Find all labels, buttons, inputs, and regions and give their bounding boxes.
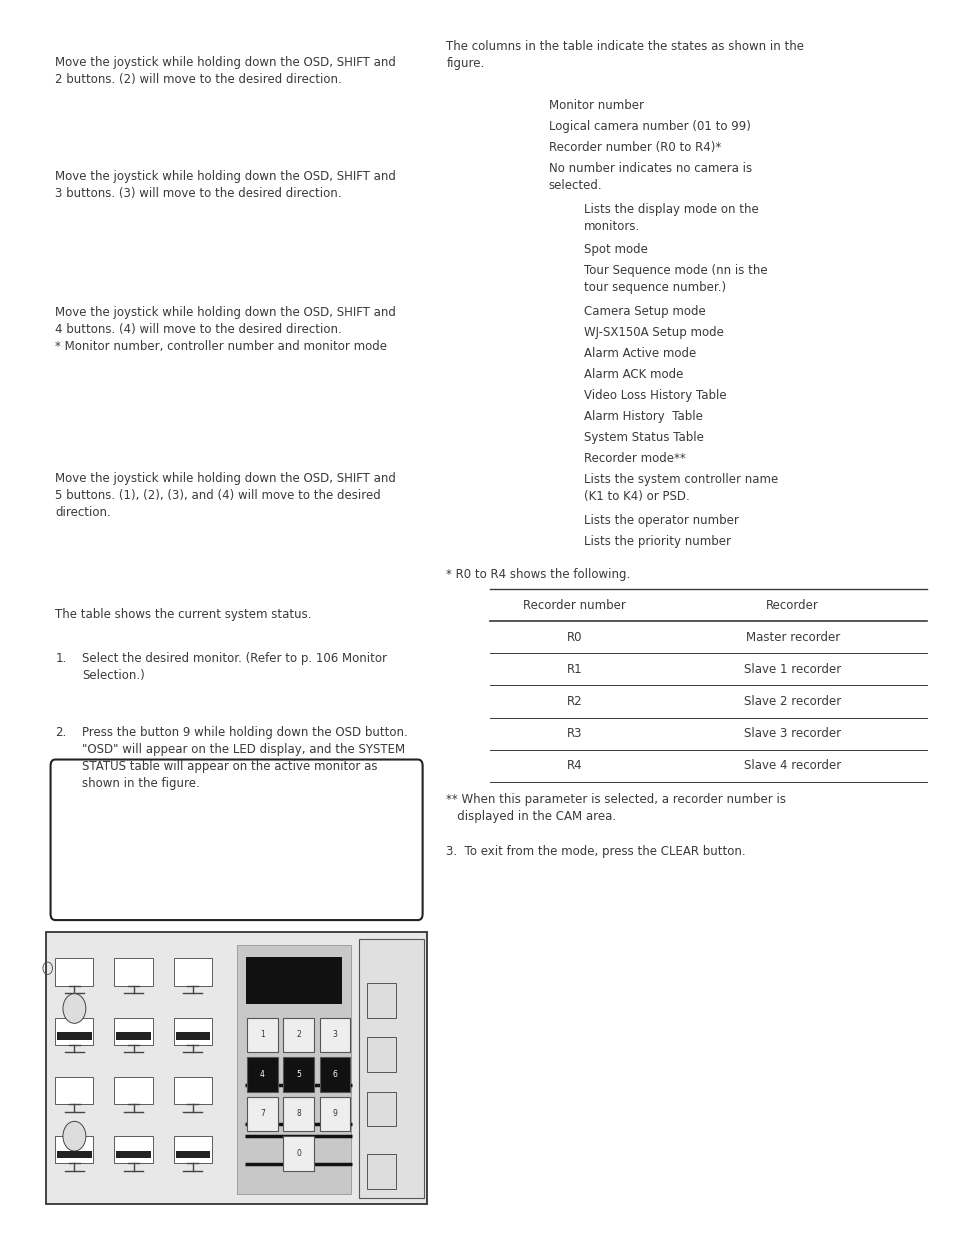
Text: Monitor number: Monitor number xyxy=(548,99,643,112)
FancyBboxPatch shape xyxy=(246,957,341,1004)
Text: Recorder mode**: Recorder mode** xyxy=(583,452,685,466)
Text: 2: 2 xyxy=(296,1030,300,1040)
Text: 9: 9 xyxy=(332,1109,337,1119)
FancyBboxPatch shape xyxy=(114,958,152,986)
Text: Lists the display mode on the
monitors.: Lists the display mode on the monitors. xyxy=(583,203,758,232)
FancyBboxPatch shape xyxy=(173,1018,212,1045)
Text: Recorder number: Recorder number xyxy=(522,599,625,611)
Text: R1: R1 xyxy=(566,663,581,676)
Text: R3: R3 xyxy=(566,727,581,740)
Text: R2: R2 xyxy=(566,695,581,708)
Text: ** When this parameter is selected, a recorder number is
   displayed in the CAM: ** When this parameter is selected, a re… xyxy=(446,793,785,823)
Text: Lists the system controller name
(K1 to K4) or PSD.: Lists the system controller name (K1 to … xyxy=(583,473,778,503)
FancyBboxPatch shape xyxy=(55,1136,93,1163)
Text: Recorder number (R0 to R4)*: Recorder number (R0 to R4)* xyxy=(548,141,720,154)
FancyBboxPatch shape xyxy=(283,1097,314,1131)
Text: Alarm Active mode: Alarm Active mode xyxy=(583,347,696,361)
FancyBboxPatch shape xyxy=(55,1077,93,1104)
Text: Spot mode: Spot mode xyxy=(583,243,647,257)
FancyBboxPatch shape xyxy=(116,1151,151,1158)
FancyBboxPatch shape xyxy=(114,1018,152,1045)
Circle shape xyxy=(63,1121,86,1151)
FancyBboxPatch shape xyxy=(247,1097,277,1131)
FancyBboxPatch shape xyxy=(358,939,423,1198)
Text: WJ-SX150A Setup mode: WJ-SX150A Setup mode xyxy=(583,326,723,340)
Text: 4: 4 xyxy=(259,1070,265,1079)
Text: Move the joystick while holding down the OSD, SHIFT and
5 buttons. (1), (2), (3): Move the joystick while holding down the… xyxy=(55,472,395,519)
Text: 0: 0 xyxy=(295,1149,301,1158)
Text: 8: 8 xyxy=(296,1109,300,1119)
FancyBboxPatch shape xyxy=(367,1037,395,1072)
FancyBboxPatch shape xyxy=(114,1077,152,1104)
Text: System Status Table: System Status Table xyxy=(583,431,703,445)
Text: Slave 2 recorder: Slave 2 recorder xyxy=(743,695,841,708)
Text: Tour Sequence mode (nn is the
tour sequence number.): Tour Sequence mode (nn is the tour seque… xyxy=(583,264,766,294)
Text: The columns in the table indicate the states as shown in the
figure.: The columns in the table indicate the st… xyxy=(446,40,803,69)
Text: Slave 4 recorder: Slave 4 recorder xyxy=(743,760,841,772)
FancyBboxPatch shape xyxy=(173,1136,212,1163)
FancyBboxPatch shape xyxy=(57,1032,91,1040)
FancyBboxPatch shape xyxy=(247,1057,277,1092)
Text: 3: 3 xyxy=(332,1030,337,1040)
FancyBboxPatch shape xyxy=(173,1077,212,1104)
Text: 7: 7 xyxy=(259,1109,265,1119)
FancyBboxPatch shape xyxy=(283,1057,314,1092)
FancyBboxPatch shape xyxy=(319,1057,350,1092)
Text: Slave 1 recorder: Slave 1 recorder xyxy=(743,663,841,676)
Text: Lists the operator number: Lists the operator number xyxy=(583,514,738,527)
Text: Master recorder: Master recorder xyxy=(745,631,839,643)
Text: Move the joystick while holding down the OSD, SHIFT and
2 buttons. (2) will move: Move the joystick while holding down the… xyxy=(55,56,395,85)
FancyBboxPatch shape xyxy=(283,1018,314,1052)
FancyBboxPatch shape xyxy=(55,958,93,986)
Text: 3.  To exit from the mode, press the CLEAR button.: 3. To exit from the mode, press the CLEA… xyxy=(446,845,745,858)
Text: 6: 6 xyxy=(332,1070,337,1079)
Text: No number indicates no camera is
selected.: No number indicates no camera is selecte… xyxy=(548,162,751,191)
FancyBboxPatch shape xyxy=(367,1155,395,1189)
FancyBboxPatch shape xyxy=(283,1136,314,1171)
Text: Move the joystick while holding down the OSD, SHIFT and
3 buttons. (3) will move: Move the joystick while holding down the… xyxy=(55,170,395,200)
Text: Recorder: Recorder xyxy=(765,599,819,611)
Text: Slave 3 recorder: Slave 3 recorder xyxy=(743,727,841,740)
FancyBboxPatch shape xyxy=(173,958,212,986)
Text: 5: 5 xyxy=(295,1070,301,1079)
Text: The table shows the current system status.: The table shows the current system statu… xyxy=(55,608,312,621)
Text: Camera Setup mode: Camera Setup mode xyxy=(583,305,705,319)
FancyBboxPatch shape xyxy=(57,1151,91,1158)
FancyBboxPatch shape xyxy=(55,1018,93,1045)
FancyBboxPatch shape xyxy=(114,1136,152,1163)
FancyBboxPatch shape xyxy=(116,1032,151,1040)
Text: Move the joystick while holding down the OSD, SHIFT and
4 buttons. (4) will move: Move the joystick while holding down the… xyxy=(55,306,395,353)
Text: R0: R0 xyxy=(566,631,581,643)
FancyBboxPatch shape xyxy=(247,1018,277,1052)
Text: Logical camera number (01 to 99): Logical camera number (01 to 99) xyxy=(548,120,750,133)
FancyBboxPatch shape xyxy=(319,1018,350,1052)
Text: Select the desired monitor. (Refer to p. 106 Monitor
Selection.): Select the desired monitor. (Refer to p.… xyxy=(82,652,387,682)
Text: 1: 1 xyxy=(260,1030,264,1040)
Text: Alarm ACK mode: Alarm ACK mode xyxy=(583,368,682,382)
Text: R4: R4 xyxy=(566,760,581,772)
Text: Press the button 9 while holding down the OSD button.
"OSD" will appear on the L: Press the button 9 while holding down th… xyxy=(82,726,407,790)
FancyBboxPatch shape xyxy=(319,1097,350,1131)
Text: Alarm History  Table: Alarm History Table xyxy=(583,410,702,424)
FancyBboxPatch shape xyxy=(367,1092,395,1126)
Circle shape xyxy=(63,994,86,1024)
FancyBboxPatch shape xyxy=(175,1032,210,1040)
FancyBboxPatch shape xyxy=(175,1151,210,1158)
FancyBboxPatch shape xyxy=(46,932,427,1204)
FancyBboxPatch shape xyxy=(51,760,422,920)
FancyBboxPatch shape xyxy=(367,983,395,1018)
Text: * R0 to R4 shows the following.: * R0 to R4 shows the following. xyxy=(446,568,630,582)
FancyBboxPatch shape xyxy=(236,945,351,1194)
Text: Lists the priority number: Lists the priority number xyxy=(583,535,730,548)
Text: 2.: 2. xyxy=(55,726,67,740)
Text: 1.: 1. xyxy=(55,652,67,666)
Text: Video Loss History Table: Video Loss History Table xyxy=(583,389,726,403)
